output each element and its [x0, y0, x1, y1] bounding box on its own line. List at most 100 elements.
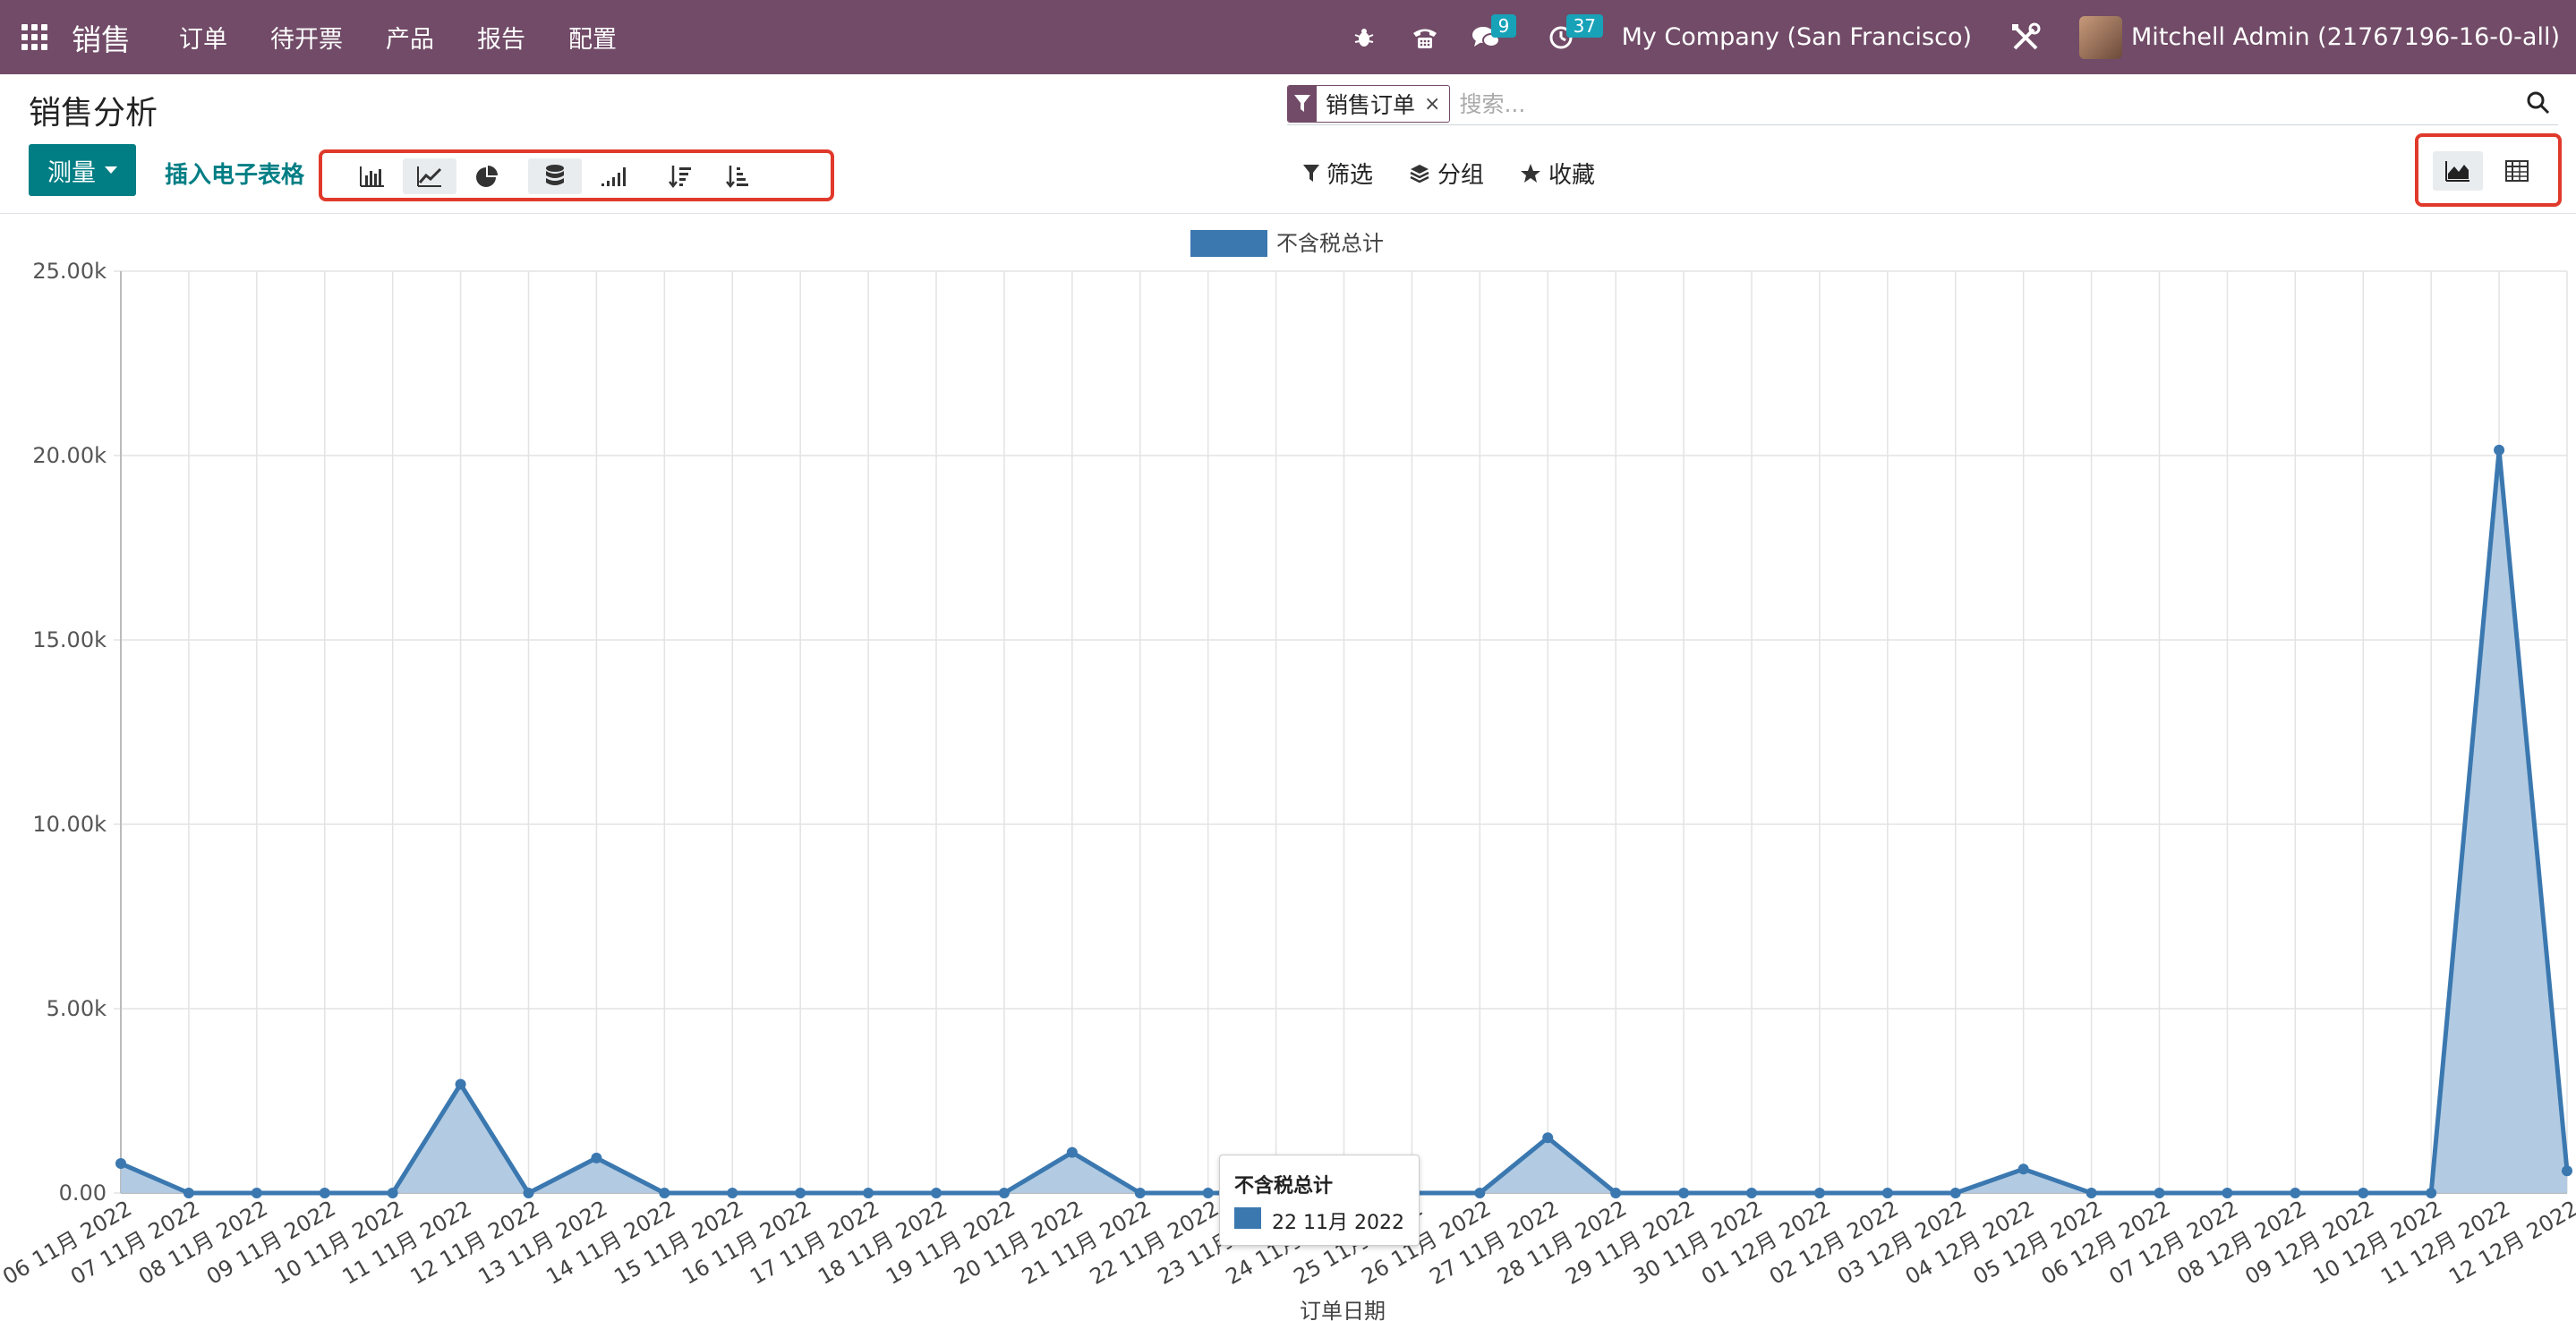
- y-tick-label: 15.00k: [32, 627, 107, 652]
- systray: 9 37 My Company (San Francisco) Mitchell…: [1334, 0, 2576, 74]
- data-point: [183, 1188, 194, 1198]
- app-brand[interactable]: 销售: [72, 21, 131, 57]
- bug-icon[interactable]: [1346, 20, 1382, 55]
- data-point: [1474, 1188, 1486, 1198]
- data-point: [2426, 1188, 2437, 1198]
- phone-icon[interactable]: [1407, 20, 1443, 55]
- layers-icon: [1410, 164, 1429, 183]
- page-title: 销售分析: [29, 95, 158, 132]
- filter-icon: [1288, 86, 1317, 122]
- search-facet: 销售订单 ×: [1287, 85, 1451, 123]
- data-point: [2086, 1188, 2097, 1198]
- company-switcher[interactable]: My Company (San Francisco): [1621, 23, 1973, 51]
- activity-clock-icon[interactable]: 37: [1543, 13, 1604, 55]
- facet-remove-button[interactable]: ×: [1424, 92, 1441, 115]
- data-point: [251, 1188, 262, 1198]
- search-icon[interactable]: [2526, 90, 2551, 119]
- y-tick-label: 25.00k: [32, 259, 107, 284]
- sort-ascending-icon[interactable]: [711, 158, 764, 194]
- data-point: [1678, 1188, 1690, 1198]
- main-menu: 订单 待开票 产品 报告 配置: [158, 20, 638, 55]
- data-point: [727, 1188, 738, 1198]
- facet-label: 销售订单: [1326, 92, 1416, 118]
- data-point: [523, 1188, 534, 1198]
- star-icon: [1521, 163, 1541, 183]
- favorites-button[interactable]: 收藏: [1520, 157, 1595, 190]
- top-navbar: 销售 订单 待开票 产品 报告 配置 9 37 My Company (San …: [0, 0, 2576, 74]
- data-point: [795, 1188, 806, 1198]
- data-point: [2017, 1163, 2029, 1175]
- menu-item-orders[interactable]: 订单: [179, 26, 227, 54]
- legend-label: 不含税总计: [1276, 231, 1384, 256]
- data-point: [387, 1188, 398, 1198]
- messages-count-badge: 9: [1490, 13, 1517, 38]
- line-chart-icon[interactable]: [403, 158, 456, 194]
- data-point: [863, 1188, 874, 1198]
- menu-item-reporting[interactable]: 报告: [477, 26, 525, 54]
- chart-mode-toolbar: [319, 149, 834, 201]
- stacked-icon[interactable]: [528, 158, 582, 194]
- data-point: [2562, 1165, 2572, 1177]
- measure-dropdown-button[interactable]: 测量: [29, 144, 136, 196]
- data-point: [1746, 1188, 1757, 1198]
- graph-view-icon[interactable]: [2433, 151, 2483, 191]
- pivot-view-icon[interactable]: [2492, 151, 2542, 191]
- graph-area: 0.00 5.00k 10.00k 15.00k 20.00k 25.00k 06 11月 …: [0, 213, 2576, 1321]
- data-point: [455, 1078, 466, 1090]
- y-tick-label: 20.00k: [32, 443, 107, 468]
- data-point: [1202, 1188, 1214, 1198]
- data-point: [2290, 1188, 2301, 1198]
- tooltip-label: 22 11月 2022: [1272, 1212, 1404, 1234]
- insert-spreadsheet-link[interactable]: 插入电子表格: [165, 162, 305, 189]
- y-tick-label: 10.00k: [32, 812, 107, 837]
- y-tick-label: 0.00: [59, 1180, 107, 1206]
- data-point: [1813, 1188, 1825, 1198]
- data-point: [998, 1188, 1010, 1198]
- y-tick-label: 5.00k: [47, 996, 107, 1021]
- legend-swatch: [1190, 230, 1267, 257]
- data-point: [1542, 1132, 1554, 1144]
- filter-icon: [1303, 164, 1319, 182]
- x-axis-label: 订单日期: [1300, 1299, 1386, 1321]
- cumulative-icon[interactable]: [585, 158, 639, 194]
- bar-chart-icon[interactable]: [345, 158, 399, 194]
- sort-descending-icon[interactable]: [653, 158, 707, 194]
- apps-menu-icon[interactable]: [21, 23, 48, 51]
- user-menu[interactable]: Mitchell Admin (21767196-16-0-all): [2131, 23, 2560, 51]
- data-point: [659, 1188, 670, 1198]
- data-point: [1066, 1146, 1078, 1158]
- group-by-button[interactable]: 分组: [1409, 157, 1484, 190]
- view-switcher: [2415, 133, 2562, 207]
- chart-tooltip: 不含税总计 22 11月 2022: [1219, 1155, 1420, 1246]
- pie-chart-icon[interactable]: [460, 158, 514, 194]
- data-point: [1134, 1188, 1146, 1198]
- data-point: [931, 1188, 942, 1198]
- menu-item-products[interactable]: 产品: [386, 26, 434, 54]
- data-point: [2494, 444, 2505, 456]
- data-point: [2358, 1188, 2369, 1198]
- chevron-down-icon: [105, 166, 117, 174]
- data-point: [319, 1188, 330, 1198]
- control-panel: 销售分析 销售订单 × 测量 插入电子表格: [0, 74, 2576, 214]
- data-point: [591, 1152, 602, 1163]
- search-bar: 销售订单 ×: [1287, 83, 2558, 125]
- menu-item-configuration[interactable]: 配置: [568, 26, 617, 54]
- search-input[interactable]: [1457, 89, 2464, 118]
- data-point: [2154, 1188, 2165, 1198]
- measure-label: 测量: [47, 158, 96, 187]
- user-avatar[interactable]: [2079, 15, 2123, 59]
- tooltip-swatch: [1234, 1207, 1261, 1229]
- data-point: [1610, 1188, 1622, 1198]
- data-point: [1949, 1188, 1961, 1198]
- data-point: [1881, 1188, 1893, 1198]
- activities-count-badge: 37: [1565, 13, 1604, 38]
- data-point: [115, 1158, 126, 1170]
- search-options: 筛选 分组 收藏: [1303, 157, 1595, 190]
- filters-button[interactable]: 筛选: [1303, 157, 1373, 190]
- menu-item-to-invoice[interactable]: 待开票: [270, 26, 343, 54]
- debug-tools-icon[interactable]: [2008, 20, 2043, 55]
- messages-icon[interactable]: 9: [1468, 13, 1517, 55]
- tooltip-title: 不含税总计: [1234, 1175, 1334, 1197]
- data-point: [2222, 1188, 2233, 1198]
